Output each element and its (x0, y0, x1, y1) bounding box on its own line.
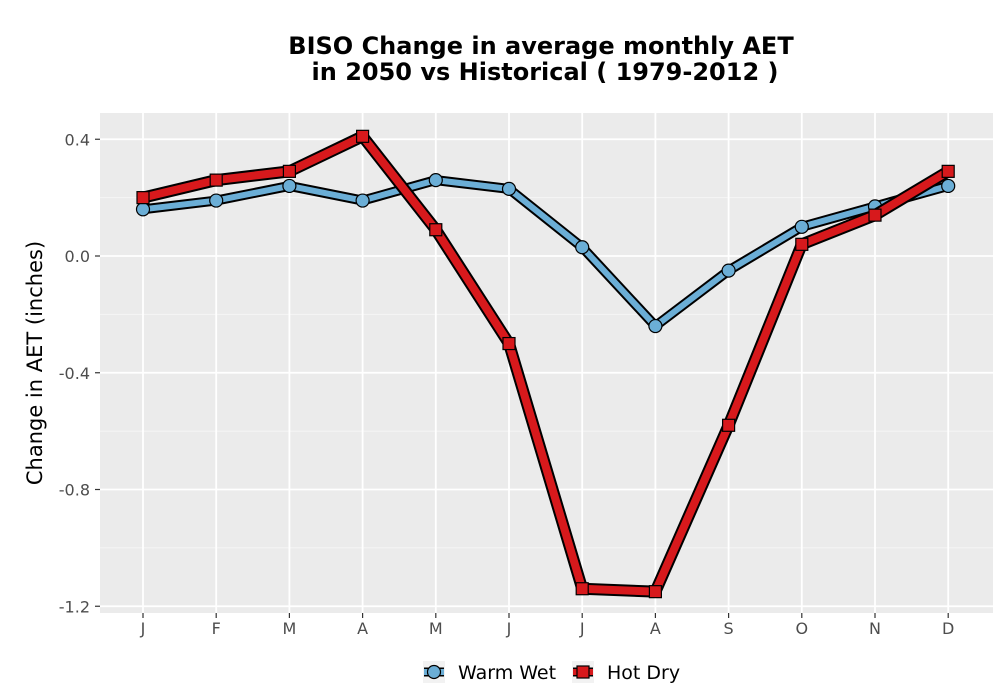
x-tick-label: M (429, 619, 443, 638)
y-tick-label: -1.2 (59, 597, 90, 616)
x-tick-label: J (140, 619, 146, 638)
chart-title-line-2: in 2050 vs Historical ( 1979-2012 ) (312, 58, 779, 86)
legend-label: Hot Dry (607, 662, 680, 684)
data-point (209, 173, 223, 187)
x-tick-label: N (869, 619, 881, 638)
data-point (282, 164, 296, 178)
plot-panel (100, 113, 993, 613)
y-tick-label: 0.4 (65, 130, 90, 149)
x-tick-label: A (357, 619, 368, 638)
series-line (140, 177, 952, 330)
x-tick-label: J (506, 619, 512, 638)
data-point (648, 318, 663, 334)
x-tick-label: M (282, 619, 296, 638)
data-point (209, 193, 224, 208)
series-line (139, 132, 953, 596)
data-point (868, 208, 882, 222)
x-tick-label: F (212, 619, 221, 638)
series-hot-dry (136, 129, 955, 599)
data-point (135, 202, 151, 217)
y-axis: 0.4 0.0 -0.4 -0.8 -1.2 (59, 130, 100, 616)
data-point (282, 178, 297, 194)
data-point (721, 263, 736, 278)
data-point (575, 240, 590, 255)
data-point (355, 193, 370, 208)
data-point (795, 237, 809, 251)
data-point (502, 336, 516, 351)
data-point (136, 191, 150, 205)
data-point (941, 164, 955, 178)
x-tick-label: S (724, 619, 734, 638)
series-warm-wet (135, 173, 956, 334)
legend: Warm Wet Hot Dry (423, 661, 680, 684)
chart-title-line-1: BISO Change in average monthly AET (288, 32, 794, 60)
legend-label: Warm Wet (458, 662, 556, 684)
data-point (429, 223, 443, 237)
minor-gridlines (100, 197, 993, 549)
x-tick-label: A (650, 619, 661, 638)
y-axis-title: Change in AET (inches) (23, 241, 47, 485)
data-point (501, 181, 517, 196)
legend-item: Hot Dry (572, 661, 680, 684)
x-tick-label: D (942, 619, 954, 638)
data-point (428, 173, 443, 188)
data-point (356, 129, 370, 143)
data-point (794, 219, 809, 234)
y-tick-label: -0.4 (59, 364, 90, 383)
data-point (721, 418, 736, 432)
legend-key-marker (576, 665, 590, 679)
y-tick-label: 0.0 (65, 247, 90, 266)
series-layer (135, 129, 956, 599)
data-point (941, 178, 956, 194)
x-tick-label: O (796, 619, 809, 638)
legend-item: Warm Wet (423, 661, 556, 684)
legend-key-marker (426, 664, 442, 680)
data-point (648, 585, 663, 599)
data-point (575, 582, 589, 596)
y-tick-label: -0.8 (59, 481, 90, 500)
x-tick-label: J (579, 619, 585, 638)
